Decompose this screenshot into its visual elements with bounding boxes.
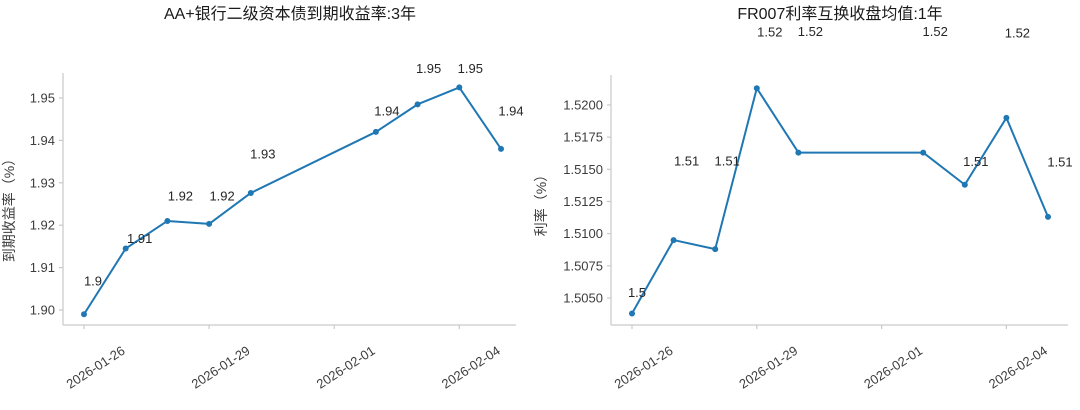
data-point-label: 1.93 bbox=[250, 146, 275, 161]
data-point-marker bbox=[164, 217, 171, 224]
data-point-label: 1.51 bbox=[963, 154, 988, 169]
data-point-label: 1.94 bbox=[374, 103, 399, 118]
yield-line-chart-svg: 1.90 1.91 1.92 1.93 1.94 1.95 2026-01-26 2026-0… bbox=[1, 61, 524, 392]
data-point-label: 1.52 bbox=[757, 25, 782, 40]
chart-title-fr007-irs-close-mean: FR007利率互换收盘均值:1年 bbox=[737, 6, 943, 23]
data-line bbox=[83, 86, 502, 316]
y-tick-label: 1.92 bbox=[30, 218, 55, 233]
data-point-label: 1.94 bbox=[498, 103, 523, 118]
chart-aa-plus-tier2-bond-yield: AA+银行二级资本债到期收益率:3年 1.90 1.91 1.92 1.93 1.94 1… bbox=[1, 6, 524, 392]
data-point-marker bbox=[414, 101, 421, 108]
data-point-marker bbox=[920, 149, 927, 156]
data-point-label: 1.91 bbox=[127, 231, 152, 246]
x-tick-label: 2026-02-04 bbox=[986, 343, 1050, 392]
data-point-marker bbox=[795, 149, 802, 156]
y-tick-label: 1.5075 bbox=[563, 258, 603, 273]
data-point-marker bbox=[670, 237, 677, 244]
irs-line-chart-svg: 1.50501.50751.51001.51251.51501.51751.52… bbox=[533, 24, 1073, 392]
data-point-marker bbox=[629, 310, 635, 317]
data-point-marker bbox=[206, 220, 213, 227]
data-point-label: 1.9 bbox=[84, 274, 102, 289]
data-point-marker bbox=[498, 145, 504, 152]
data-point-label: 1.51 bbox=[715, 154, 740, 169]
data-point-marker bbox=[1003, 114, 1010, 121]
data-point-label: 1.51 bbox=[1047, 154, 1072, 169]
data-point-label: 1.52 bbox=[923, 24, 948, 39]
data-point-marker bbox=[961, 181, 968, 188]
y-tick-label: 1.5175 bbox=[563, 130, 603, 145]
y-tick-label: 1.94 bbox=[30, 133, 55, 148]
x-tick-label: 2026-01-26 bbox=[64, 343, 128, 392]
y-tick-label: 1.90 bbox=[30, 303, 55, 318]
data-point-marker bbox=[712, 246, 719, 253]
y-tick-label: 1.93 bbox=[30, 175, 55, 190]
data-point-label: 1.52 bbox=[1005, 25, 1030, 40]
data-line bbox=[631, 87, 1049, 315]
chart-fr007-irs-close-mean: FR007利率互换收盘均值:1年 1.5050 1.5075 1.5100 1.512… bbox=[533, 0, 1080, 410]
data-point-label: 1.95 bbox=[416, 61, 441, 76]
x-tick-label: 2026-02-01 bbox=[861, 343, 925, 392]
y-tick-label: 1.5200 bbox=[563, 97, 603, 112]
y-tick-label: 1.5100 bbox=[563, 226, 603, 241]
data-point-label: 1.92 bbox=[168, 188, 193, 203]
chart-title-aa-plus-tier2-bond-yield: AA+银行二级资本债到期收益率:3年 bbox=[163, 6, 417, 23]
x-tick-label: 2026-01-29 bbox=[189, 343, 253, 392]
y-tick-label: 1.5150 bbox=[563, 162, 603, 177]
x-tick-label: 2026-02-01 bbox=[314, 343, 378, 392]
y-tick-label: 1.5125 bbox=[563, 194, 603, 209]
data-point-label: 1.52 bbox=[798, 24, 823, 39]
y-tick-label: 1.5050 bbox=[563, 291, 603, 306]
data-point-label: 1.51 bbox=[674, 154, 699, 169]
data-point-marker bbox=[456, 84, 463, 91]
data-point-label: 1.5 bbox=[628, 285, 646, 300]
y-axis-title: 到期收益率（%） bbox=[1, 152, 17, 262]
x-tick-label: 2026-01-29 bbox=[736, 343, 800, 392]
data-point-marker bbox=[372, 128, 379, 135]
x-tick-label: 2026-01-26 bbox=[612, 343, 676, 392]
y-tick-label: 1.95 bbox=[30, 91, 55, 106]
data-point-marker bbox=[81, 311, 87, 318]
y-axis-title: 利率（%） bbox=[533, 168, 549, 236]
data-point-label: 1.95 bbox=[458, 61, 483, 76]
data-point-label: 1.92 bbox=[209, 188, 234, 203]
y-tick-label: 1.91 bbox=[30, 260, 55, 275]
x-tick-label: 2026-02-04 bbox=[439, 343, 503, 392]
data-point-marker bbox=[1045, 213, 1051, 220]
data-point-marker bbox=[247, 189, 254, 196]
data-point-marker bbox=[122, 245, 129, 252]
data-point-marker bbox=[753, 85, 760, 92]
